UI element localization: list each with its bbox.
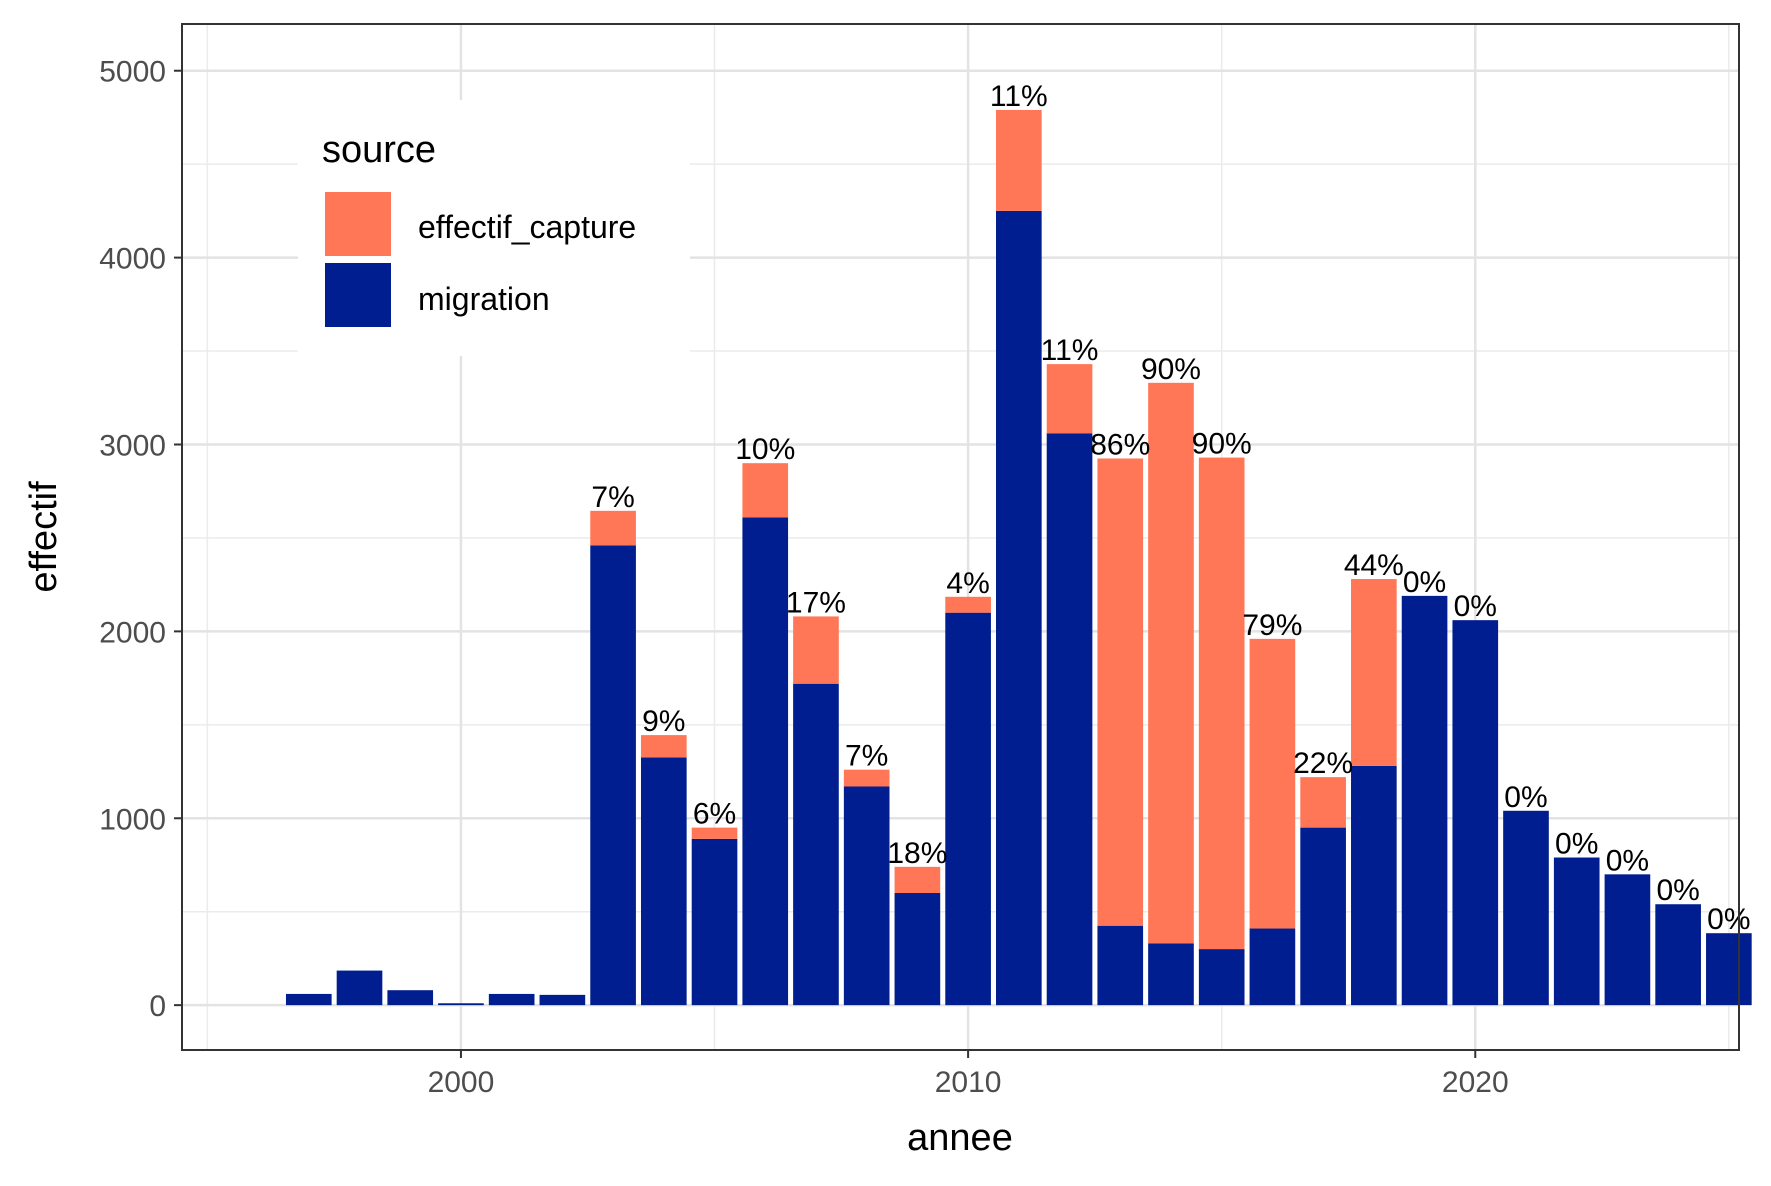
bar-migration <box>996 210 1042 1006</box>
bar-percent-labels: 7% 9% 6% 10% 17% 7% 18% 4% 11% 11% 86% 90% 90% 79% 22%… <box>591 80 1750 936</box>
bar-migration <box>1655 904 1701 1006</box>
bar-percent-label: 0% <box>1606 844 1649 877</box>
y-tick-label: 2000 <box>99 616 166 649</box>
bar-effectif-capture <box>945 596 991 613</box>
bar-effectif-capture <box>894 866 941 894</box>
x-axis-title: annee <box>907 1117 1013 1159</box>
bar-migration <box>1401 595 1448 1006</box>
legend-key-effectif-capture <box>323 190 393 258</box>
bar-percent-label: 11% <box>990 80 1048 113</box>
bar-migration <box>590 545 636 1006</box>
bar-migration <box>1097 925 1144 1006</box>
bar-percent-label: 22% <box>1293 747 1353 780</box>
bar-percent-label: 0% <box>1504 781 1547 814</box>
bar-migration <box>1706 933 1752 1006</box>
bar-percent-label: 79% <box>1242 609 1302 642</box>
y-tick-label: 0 <box>149 990 166 1023</box>
bar-migration <box>1046 433 1093 1006</box>
bar-migration <box>1249 928 1296 1006</box>
bar-effectif-capture <box>590 510 636 546</box>
bar-percent-label: 44% <box>1344 549 1404 582</box>
legend: source effectif_capture migration <box>298 100 690 356</box>
bar-migration <box>1148 943 1194 1006</box>
bar-effectif-capture <box>1300 777 1346 828</box>
bar-percent-label: 18% <box>887 837 947 870</box>
bar-migration <box>539 994 586 1006</box>
bar-migration <box>336 970 383 1006</box>
y-tick-label: 4000 <box>99 243 166 276</box>
bar-percent-label: 90% <box>1192 428 1252 461</box>
bar-effectif-capture <box>691 827 738 839</box>
bar-migration <box>387 990 434 1006</box>
legend-label-effectif-capture: effectif_capture <box>418 209 636 245</box>
bar-migration <box>691 838 738 1006</box>
bar-migration <box>793 683 839 1006</box>
x-tick-label: 2020 <box>1442 1066 1509 1099</box>
bar-migration <box>742 517 789 1006</box>
bar-effectif-capture <box>742 463 789 518</box>
bar-percent-label: 0% <box>1555 828 1598 861</box>
bar-effectif-capture <box>1046 364 1093 434</box>
bar-effectif-capture <box>1351 579 1397 766</box>
bar-migration <box>285 993 332 1006</box>
plot-border <box>181 23 1740 1051</box>
bar-migration <box>843 786 890 1006</box>
y-tick-label: 3000 <box>99 429 166 462</box>
bar-effectif-capture <box>843 769 890 787</box>
bar-effectif-capture <box>1148 382 1194 944</box>
bar-percent-label: 6% <box>693 798 736 831</box>
bar-percent-label: 7% <box>591 481 634 514</box>
bar-effectif-capture <box>793 616 839 684</box>
bar-migration <box>1604 874 1651 1006</box>
bar-percent-label: 0% <box>1454 590 1497 623</box>
y-axis-title: effectif <box>23 481 65 593</box>
x-tick-label: 2000 <box>428 1066 495 1099</box>
bar-percent-label: 10% <box>735 433 795 466</box>
bar-effectif-capture <box>1198 457 1245 950</box>
bar-migration <box>488 993 535 1006</box>
legend-key-migration <box>323 261 393 329</box>
bar-migration <box>1300 827 1346 1006</box>
bar-effectif-capture <box>1249 638 1296 929</box>
bars <box>285 109 1752 1006</box>
bar-percent-label: 9% <box>642 705 685 738</box>
legend-title: source <box>322 129 436 171</box>
bar-migration <box>1452 620 1499 1006</box>
bar-percent-label: 4% <box>946 567 989 600</box>
bar-effectif-capture <box>996 109 1042 211</box>
x-tick-label: 2010 <box>935 1066 1002 1099</box>
y-tick-label: 5000 <box>99 56 166 89</box>
bar-migration <box>1351 765 1397 1006</box>
bar-percent-label: 86% <box>1090 429 1150 462</box>
bar-percent-label: 17% <box>786 586 846 619</box>
bar-migration <box>1198 949 1245 1006</box>
bar-percent-label: 0% <box>1403 566 1446 599</box>
bar-effectif-capture <box>640 735 687 758</box>
bar-effectif-capture <box>1097 458 1144 926</box>
axis-ticks: 2000 2010 2020 0 1000 2000 3000 4000 5000 <box>99 56 1508 1099</box>
bar-percent-label: 90% <box>1141 353 1201 386</box>
bar-migration <box>894 893 941 1006</box>
legend-label-migration: migration <box>418 281 550 317</box>
bar-migration <box>945 612 991 1006</box>
bar-percent-label: 7% <box>845 740 888 773</box>
bar-migration <box>640 757 687 1006</box>
bar-migration <box>1503 810 1549 1006</box>
y-tick-label: 1000 <box>99 803 166 836</box>
bar-migration <box>1553 857 1600 1006</box>
bar-migration <box>438 1003 484 1006</box>
bar-percent-label: 0% <box>1707 903 1750 936</box>
bar-percent-label: 11% <box>1041 334 1099 367</box>
bar-percent-label: 0% <box>1656 874 1699 907</box>
